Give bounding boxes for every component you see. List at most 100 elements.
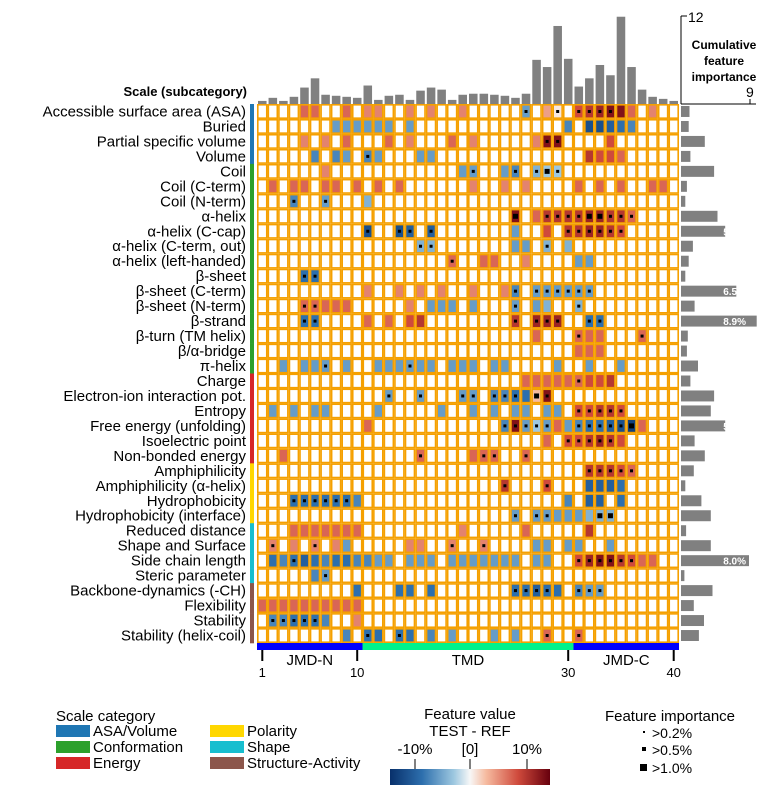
heatmap-cell-r24-c15 bbox=[404, 463, 416, 479]
heatmap-cell-r22-c19 bbox=[446, 433, 458, 449]
heatmap-cell-r22-c5 bbox=[299, 433, 310, 449]
heatmap-cell-r5-c32 bbox=[584, 178, 595, 194]
heatmap-cell-r31-c5 bbox=[299, 568, 310, 584]
heatmap-cell-r31-c32 bbox=[584, 568, 595, 584]
heatmap-cell-r16-c11 bbox=[362, 343, 374, 359]
heatmap-cell-r29-c4 bbox=[288, 538, 300, 554]
category-strip-8 bbox=[250, 223, 254, 240]
heatmap-cell-r34-c12 bbox=[373, 613, 384, 629]
heatmap-cell-r17-c6 bbox=[309, 358, 321, 374]
heatmap-cell-r20-c6 bbox=[309, 403, 321, 419]
heatmap-cell-r24-c7 bbox=[320, 463, 331, 479]
heatmap-cell-r16-c33 bbox=[594, 343, 606, 359]
heatmap-cell-r18-c7 bbox=[320, 373, 331, 389]
heatmap-cell-r35-c24 bbox=[499, 628, 511, 644]
legend-value-tick-neg: -10% bbox=[397, 741, 432, 758]
importance-marker-r22-c33 bbox=[598, 439, 602, 443]
heatmap-cell-r3-c23 bbox=[489, 148, 500, 164]
category-strip-0 bbox=[250, 104, 254, 120]
heatmap-cell-r10-c29 bbox=[552, 253, 563, 269]
heatmap-cell-r35-c9 bbox=[341, 628, 352, 644]
heatmap-cell-r34-c21 bbox=[467, 613, 479, 629]
heatmap-cell-r11-c3 bbox=[278, 268, 289, 284]
heatmap-cell-r21-c10 bbox=[351, 418, 363, 434]
heatmap-cell-r5-c6 bbox=[309, 178, 321, 194]
importance-marker-r27-c34 bbox=[607, 513, 613, 519]
heatmap-cell-r15-c11 bbox=[362, 328, 374, 344]
heatmap-cell-r30-c26 bbox=[520, 553, 532, 569]
heatmap-cell-r19-c40 bbox=[668, 388, 679, 404]
heatmap-cell-r18-c26 bbox=[520, 373, 532, 389]
heatmap-cell-r7-c5 bbox=[299, 208, 310, 224]
heatmap-cell-r0-c12 bbox=[373, 104, 384, 119]
heatmap-cell-r9-c37 bbox=[636, 238, 648, 254]
importance-marker-r26-c6 bbox=[313, 499, 317, 503]
top-bar-pos-29 bbox=[553, 25, 562, 104]
heatmap-cell-r3-c36 bbox=[626, 148, 637, 164]
legend-category-swatch-5 bbox=[210, 757, 244, 769]
importance-bar-8 bbox=[681, 225, 726, 237]
heatmap-cell-r17-c35 bbox=[615, 358, 627, 374]
heatmap-cell-r0-c7 bbox=[320, 104, 331, 119]
heatmap-cell-r5-c12 bbox=[373, 178, 384, 194]
importance-marker-r35-c14 bbox=[397, 634, 401, 638]
heatmap-cell-r9-c24 bbox=[499, 238, 511, 254]
heatmap-cell-r23-c4 bbox=[288, 448, 300, 464]
importance-marker-r24-c34 bbox=[608, 469, 612, 473]
heatmap-cell-r10-c35 bbox=[615, 253, 627, 269]
heatmap-cell-r32-c19 bbox=[446, 583, 458, 599]
heatmap-cell-r2-c25 bbox=[510, 133, 521, 149]
heatmap-cell-r35-c2 bbox=[267, 628, 279, 644]
heatmap-cell-r35-c13 bbox=[383, 628, 395, 644]
heatmap-cell-r5-c10 bbox=[351, 178, 363, 194]
heatmap-cell-r16-c36 bbox=[626, 343, 637, 359]
heatmap-cell-r28-c16 bbox=[415, 523, 426, 539]
importance-marker-r14-c32 bbox=[587, 319, 591, 323]
heatmap-cell-r12-c17 bbox=[425, 283, 437, 299]
heatmap-cell-r28-c11 bbox=[362, 523, 374, 539]
heatmap-cell-r21-c15 bbox=[404, 418, 416, 434]
heatmap-cell-r15-c38 bbox=[647, 328, 658, 344]
heatmap-cell-r23-c34 bbox=[605, 448, 616, 464]
heatmap-cell-r7-c14 bbox=[394, 208, 405, 224]
heatmap-cell-r9-c8 bbox=[330, 238, 342, 254]
heatmap-cell-r1-c18 bbox=[436, 118, 447, 134]
heatmap-cell-r12-c37 bbox=[636, 283, 648, 299]
heatmap-cell-r0-c37 bbox=[636, 104, 648, 119]
heatmap-cell-r18-c32 bbox=[584, 373, 595, 389]
heatmap-cell-r1-c7 bbox=[320, 118, 331, 134]
heatmap-cell-r12-c5 bbox=[299, 283, 310, 299]
importance-marker-r0-c32 bbox=[587, 109, 591, 113]
heatmap-cell-r0-c27 bbox=[531, 104, 542, 119]
heatmap-cell-r7-c2 bbox=[267, 208, 279, 224]
heatmap-cell-r0-c9 bbox=[341, 104, 352, 119]
heatmap-cell-r4-c32 bbox=[584, 163, 595, 179]
heatmap-cell-r30-c28 bbox=[541, 553, 553, 569]
scale-label-8: α-helix (C-cap) bbox=[147, 223, 246, 240]
heatmap-cell-r18-c17 bbox=[425, 373, 437, 389]
heatmap-cell-r20-c22 bbox=[478, 403, 490, 419]
scale-label-19: Electron-ion interaction pot. bbox=[63, 388, 246, 405]
heatmap-cell-r23-c2 bbox=[267, 448, 279, 464]
heatmap-cell-r34-c40 bbox=[668, 613, 679, 629]
heatmap-cell-r15-c25 bbox=[510, 328, 521, 344]
heatmap-cell-r4-c12 bbox=[373, 163, 384, 179]
heatmap-cell-r32-c36 bbox=[626, 583, 637, 599]
heatmap-cell-r10-c23 bbox=[489, 253, 500, 269]
importance-bar-19 bbox=[681, 390, 715, 402]
heatmap-cell-r34-c26 bbox=[520, 613, 532, 629]
importance-marker-r22-c34 bbox=[608, 439, 612, 443]
heatmap-cell-r8-c26 bbox=[520, 223, 532, 239]
heatmap-cell-r1-c37 bbox=[636, 118, 648, 134]
heatmap-cell-r1-c27 bbox=[531, 118, 542, 134]
heatmap-cell-r34-c31 bbox=[573, 613, 585, 629]
heatmap-cell-r29-c38 bbox=[647, 538, 658, 554]
heatmap-cell-r15-c28 bbox=[541, 328, 553, 344]
segment-bar-1 bbox=[362, 643, 574, 650]
heatmap-cell-r32-c4 bbox=[288, 583, 300, 599]
scale-label-24: Amphiphilicity bbox=[154, 463, 246, 480]
heatmap-cell-r29-c3 bbox=[278, 538, 289, 554]
heatmap-cell-r7-c12 bbox=[373, 208, 384, 224]
heatmap-cell-r23-c12 bbox=[373, 448, 384, 464]
heatmap-cell-r20-c9 bbox=[341, 403, 352, 419]
